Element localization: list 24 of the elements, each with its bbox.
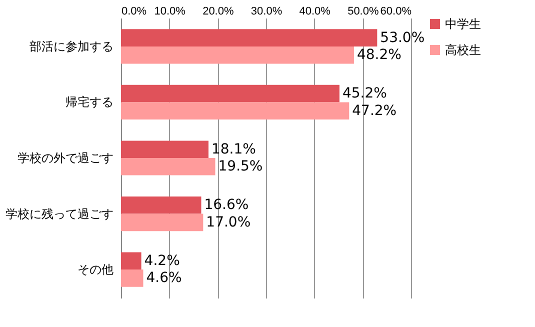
data-label: 47.2% (352, 102, 397, 119)
data-label: 17.0% (206, 214, 251, 230)
y-tick-label: 学校に残って過ごす (6, 206, 114, 221)
data-label: 4.2% (144, 252, 180, 269)
x-tick-label: 50.0% (348, 6, 379, 18)
x-tick-label: 10.0% (154, 6, 186, 18)
y-tick-label: 部活に参加する (30, 39, 114, 54)
data-label: 48.2% (356, 47, 402, 64)
data-label: 18.1% (211, 141, 256, 158)
x-tick-label: 0.0% (122, 6, 147, 18)
data-label: 19.5% (218, 158, 263, 175)
data-label: 16.6% (204, 197, 249, 214)
data-label: 53.0% (380, 30, 425, 46)
x-tick-label: 60.0% (380, 6, 412, 18)
legend-label: 中学生 (445, 17, 481, 31)
y-tick-label: 帰宅する (66, 95, 114, 110)
data-label: 4.6% (146, 270, 182, 286)
y-tick-label: 学校の外で過ごす (18, 151, 114, 165)
data-label: 45.2% (342, 86, 387, 102)
y-tick-label: その他 (78, 262, 114, 277)
x-tick-label: 30.0% (250, 6, 282, 18)
x-tick-label: 40.0% (299, 6, 331, 18)
legend-label: 高校生 (445, 43, 481, 57)
x-tick-label: 20.0% (202, 6, 234, 18)
